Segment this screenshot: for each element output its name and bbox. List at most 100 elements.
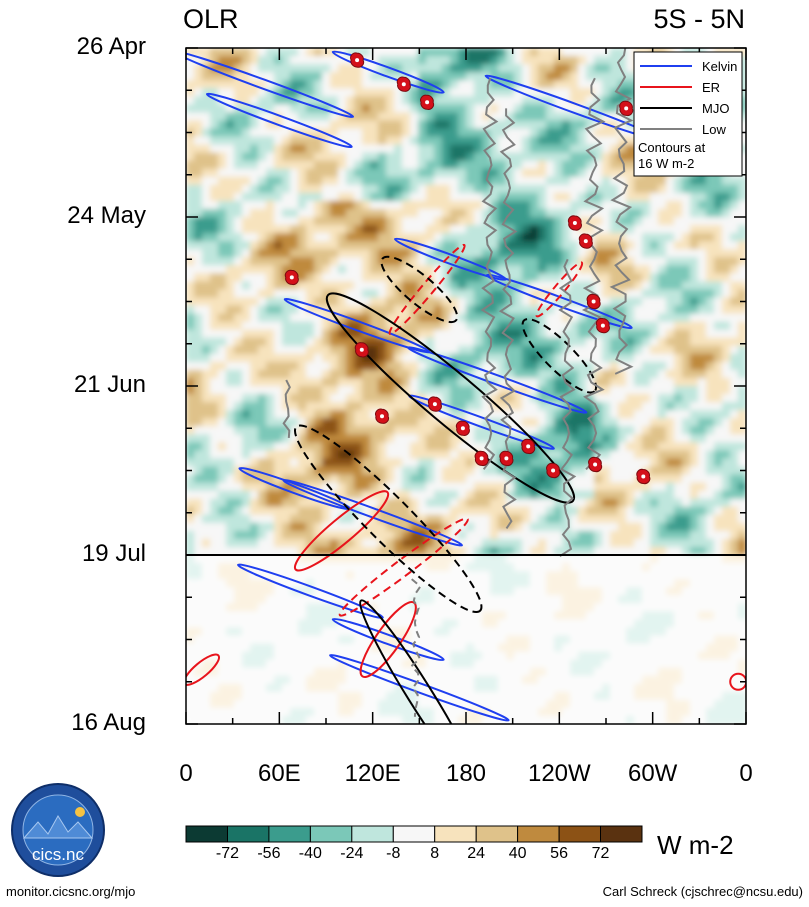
field-cell <box>362 402 371 411</box>
field-cell <box>674 450 683 459</box>
field-cell <box>274 369 283 379</box>
field-cell <box>658 426 667 435</box>
field-cell <box>714 361 723 371</box>
field-cell <box>346 281 355 290</box>
field-cell <box>338 128 347 138</box>
field-cell <box>210 345 219 355</box>
field-cell <box>274 192 283 202</box>
field-cell <box>394 369 403 379</box>
field-cell <box>402 265 411 274</box>
field-cell <box>258 96 267 105</box>
field-cell <box>258 88 267 97</box>
field-cell <box>306 96 315 105</box>
field-cell <box>530 345 539 355</box>
field-cell <box>450 410 459 419</box>
field-cell <box>258 329 267 339</box>
field-cell <box>234 530 243 540</box>
field-cell <box>314 474 323 484</box>
field-cell <box>402 530 411 540</box>
field-cell <box>226 96 235 105</box>
field-cell <box>338 402 347 411</box>
field-cell <box>562 160 571 170</box>
field-cell <box>362 192 371 202</box>
field-cell <box>202 104 211 113</box>
field-cell <box>466 313 475 323</box>
field-cell <box>610 104 619 113</box>
field-cell <box>442 200 451 210</box>
field-cell <box>602 378 611 387</box>
field-cell <box>570 265 579 274</box>
field-cell <box>498 337 507 347</box>
field-cell <box>514 136 523 146</box>
field-cell <box>266 192 275 202</box>
field-cell <box>514 281 523 290</box>
field-cell <box>186 257 195 266</box>
field-cell <box>714 530 723 540</box>
field-cell <box>666 498 675 508</box>
field-cell <box>202 434 211 443</box>
field-cell <box>370 249 379 258</box>
field-cell <box>602 273 611 282</box>
field-cell <box>362 225 371 234</box>
field-cell <box>370 273 379 282</box>
field-cell <box>474 160 483 170</box>
field-cell <box>538 225 547 234</box>
field-cell <box>426 530 435 540</box>
field-cell <box>466 490 475 500</box>
field-cell <box>474 337 483 347</box>
field-cell <box>194 386 203 395</box>
field-cell <box>298 136 307 146</box>
field-cell <box>442 442 451 451</box>
field-cell <box>450 200 459 210</box>
field-cell <box>642 361 651 371</box>
field-cell <box>642 450 651 459</box>
field-cell <box>642 345 651 355</box>
field-cell <box>602 514 611 524</box>
field-cell <box>426 48 435 57</box>
field-cell <box>386 168 395 178</box>
field-cell <box>418 200 427 210</box>
field-cell <box>250 56 259 65</box>
field-cell <box>714 482 723 492</box>
field-cell <box>554 378 563 387</box>
field-cell <box>434 144 443 154</box>
field-cell <box>658 474 667 484</box>
field-cell <box>354 378 363 387</box>
field-cell <box>434 104 443 113</box>
field-cell <box>578 225 587 234</box>
field-cell <box>218 410 227 419</box>
field-cell <box>602 329 611 339</box>
field-cell <box>242 530 251 540</box>
field-cell <box>602 225 611 234</box>
field-cell <box>594 305 603 315</box>
field-cell <box>346 329 355 339</box>
field-cell <box>530 144 539 154</box>
field-cell <box>498 128 507 138</box>
field-cell <box>186 418 195 427</box>
field-cell <box>338 369 347 379</box>
field-cell <box>634 450 643 459</box>
field-cell <box>602 104 611 113</box>
field-cell <box>706 369 715 379</box>
field-cell <box>578 522 587 532</box>
field-cell <box>594 265 603 274</box>
field-cell <box>386 345 395 355</box>
field-cell <box>266 152 275 162</box>
field-cell <box>738 394 746 403</box>
field-cell <box>738 402 746 411</box>
field-cell <box>650 410 659 419</box>
field-cell <box>234 386 243 395</box>
field-cell <box>514 386 523 395</box>
field-cell <box>186 209 195 218</box>
field-cell <box>242 361 251 371</box>
field-cell <box>194 458 203 467</box>
field-cell <box>386 217 395 226</box>
field-cell <box>570 209 579 218</box>
field-cell <box>218 233 227 242</box>
field-cell <box>282 56 291 65</box>
field-cell <box>362 136 371 146</box>
field-cell <box>706 418 715 427</box>
field-cell <box>690 337 699 347</box>
field-cell <box>218 361 227 371</box>
field-cell <box>338 120 347 129</box>
